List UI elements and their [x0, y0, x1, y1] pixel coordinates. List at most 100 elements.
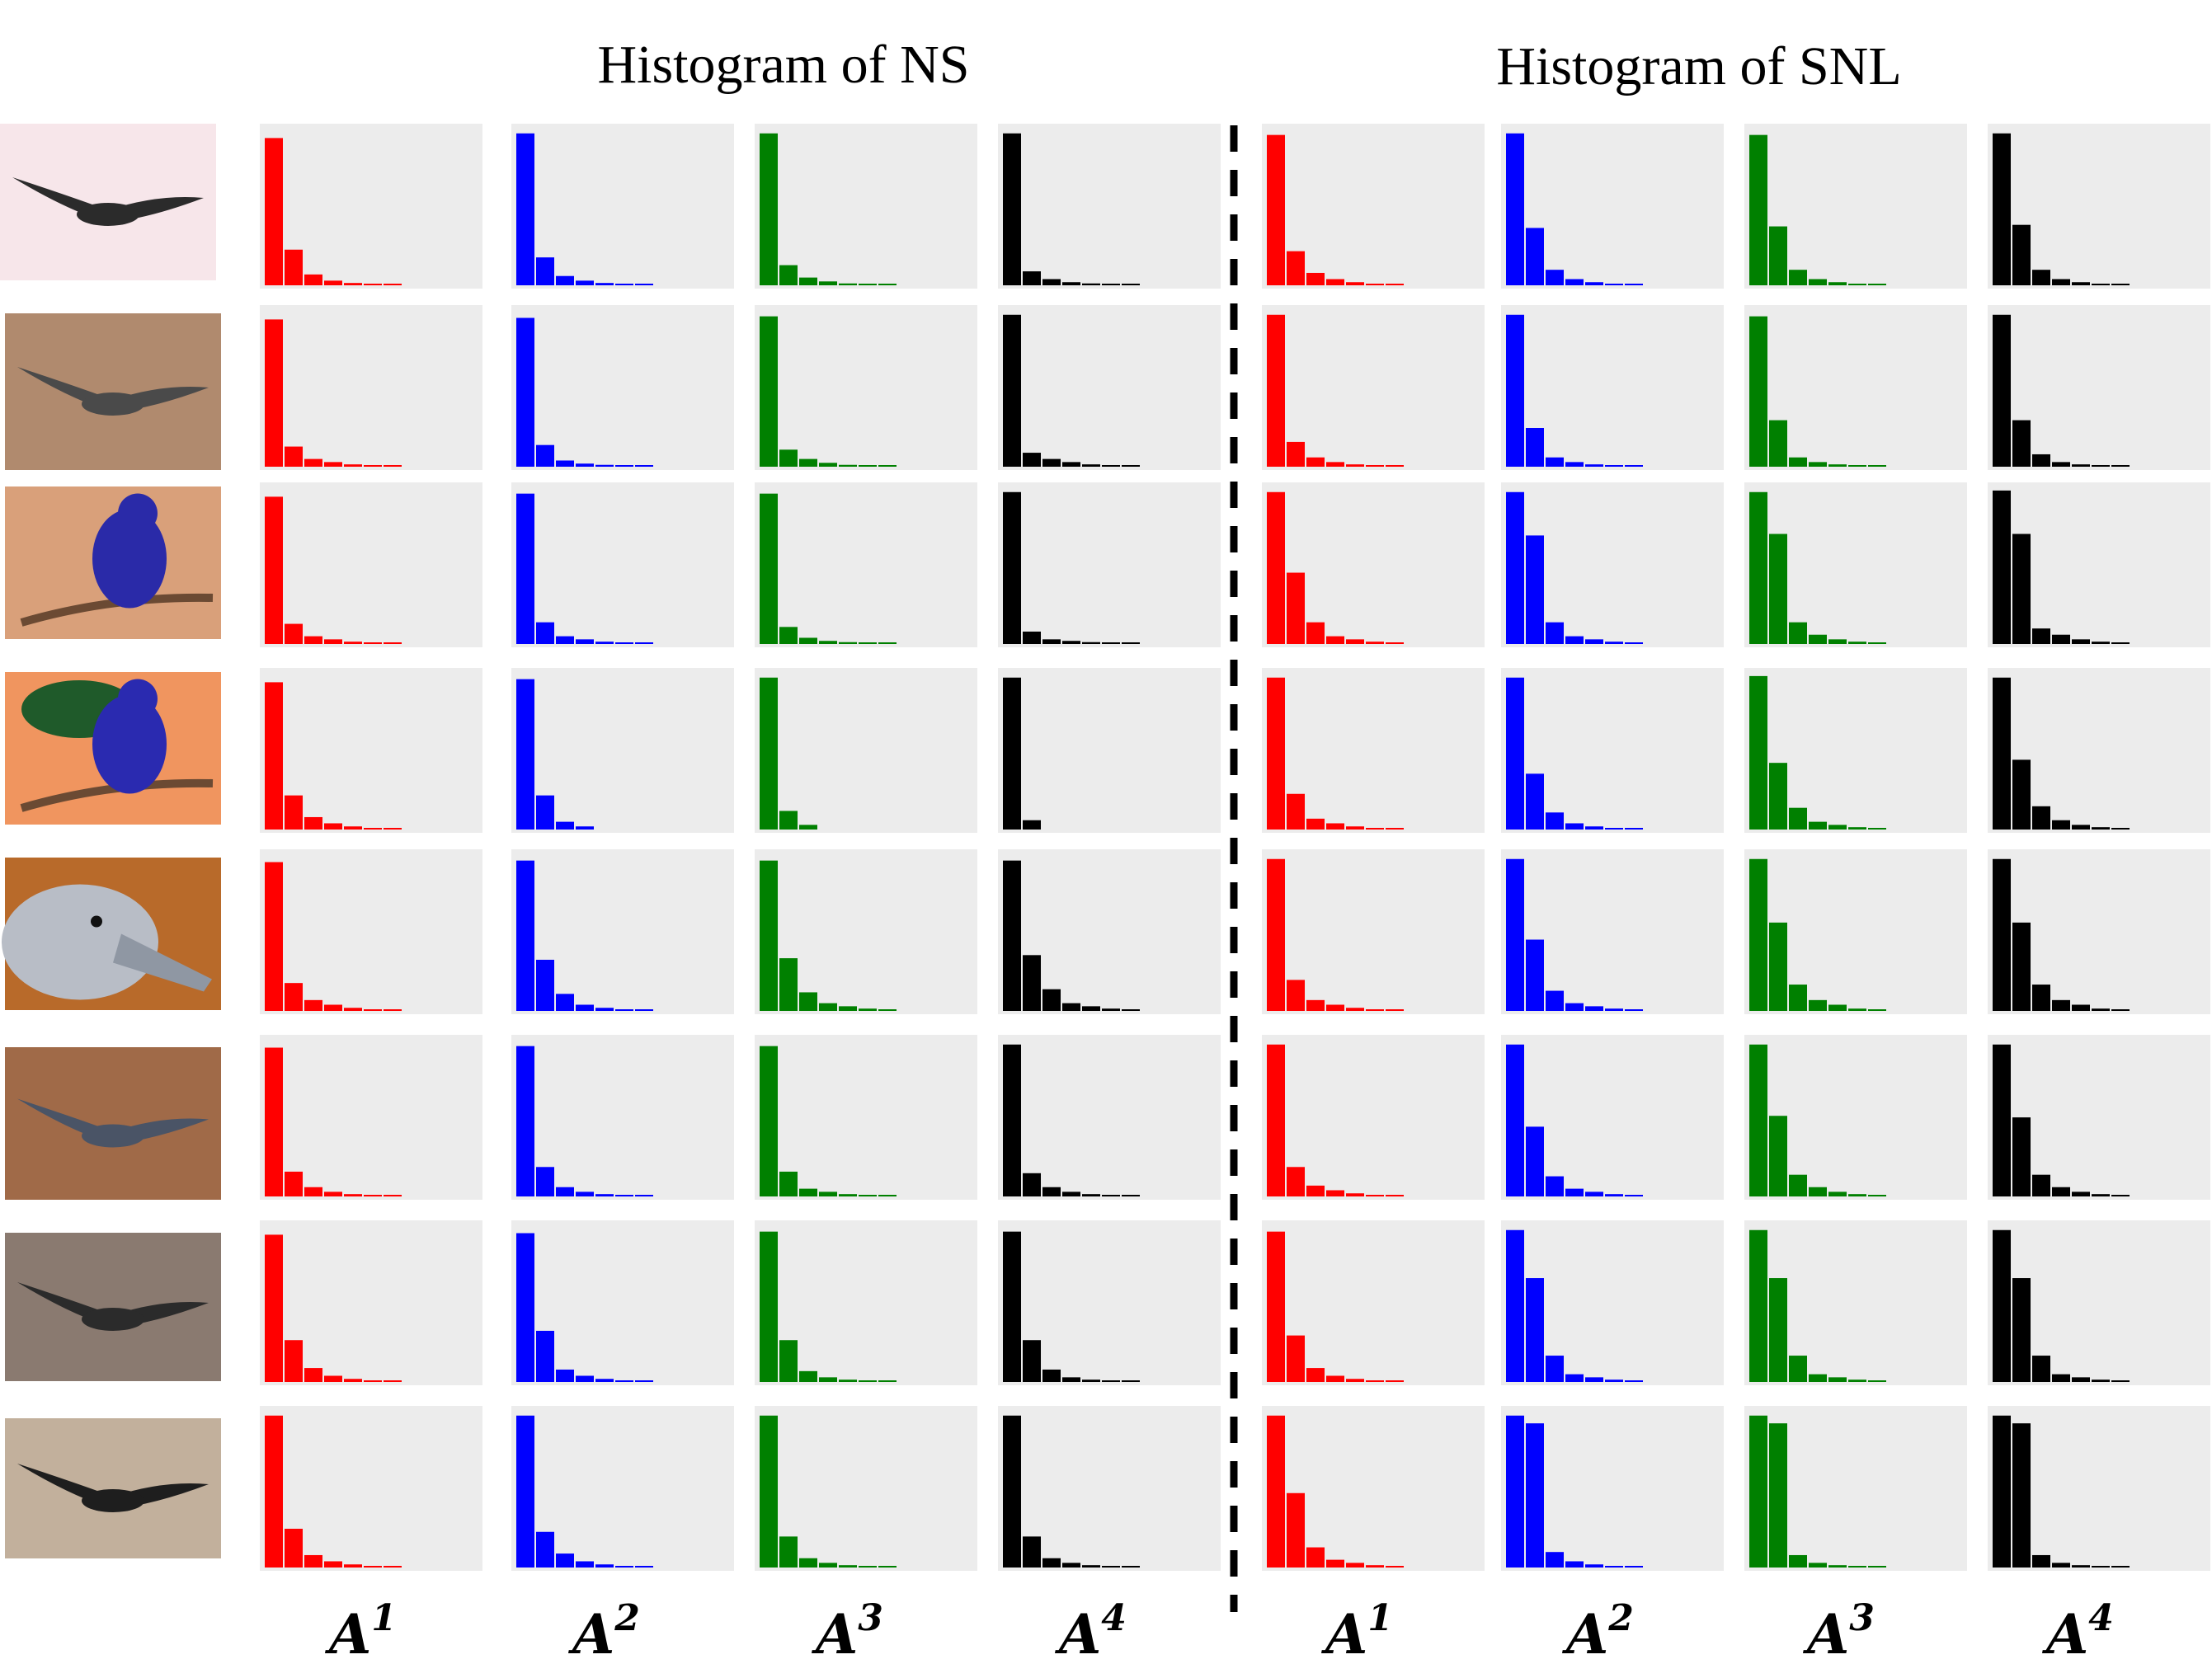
- histogram-bar: [779, 958, 798, 1011]
- histogram-bar: [2012, 533, 2031, 644]
- bird-beak-shape: [113, 933, 212, 992]
- histogram-bar: [576, 1561, 594, 1568]
- histogram-bar: [859, 465, 877, 467]
- bird-flying-dark-icon: [0, 124, 216, 280]
- histogram-bar: [1585, 639, 1603, 644]
- histogram-bar: [516, 133, 534, 285]
- histogram-bar: [1287, 441, 1305, 467]
- histogram-bar: [1267, 858, 1285, 1011]
- histogram-panel-ns-row7-a2: [511, 1220, 734, 1385]
- histogram-bar: [1306, 457, 1325, 467]
- histogram-bar: [304, 636, 322, 644]
- histogram-bar: [1993, 858, 2011, 1011]
- histogram-bar: [615, 1009, 633, 1011]
- histogram-bar: [1789, 1554, 1807, 1568]
- histogram-bar: [1506, 1229, 1524, 1382]
- histogram-panel-ns-row5-a1: [260, 849, 482, 1014]
- histogram-bar: [1003, 133, 1021, 285]
- histogram-bar: [516, 679, 534, 830]
- histogram-bar: [1326, 1559, 1344, 1568]
- histogram-panel-snl-row2-a1: [1262, 305, 1485, 470]
- histogram-bar: [799, 825, 817, 830]
- histogram-bar: [1546, 457, 1564, 467]
- histogram-panel-ns-row4-a1: [260, 668, 482, 833]
- histogram-bar: [516, 1415, 534, 1568]
- histogram-bar: [635, 1566, 653, 1568]
- histogram-bar: [1625, 828, 1643, 830]
- histogram-bar: [1386, 1380, 1404, 1382]
- panel-background: [260, 482, 482, 647]
- histogram-bar: [304, 274, 322, 285]
- histogram-bar: [2052, 999, 2070, 1011]
- histogram-bar: [779, 627, 798, 644]
- histogram-bar: [1386, 1195, 1404, 1196]
- histogram-panel-ns-row3-a4: [998, 482, 1221, 647]
- histogram-bar: [1003, 1415, 1021, 1568]
- histogram-panel-snl-row1-a3: [1744, 124, 1967, 289]
- histogram-bar: [1565, 279, 1584, 285]
- histogram-bar: [635, 1009, 653, 1011]
- histogram-bar: [819, 1192, 837, 1196]
- histogram-bar: [1526, 535, 1544, 644]
- histogram-bar: [1769, 922, 1787, 1011]
- histogram-panel-ns-row3-a2: [511, 482, 734, 647]
- histogram-bar: [1809, 279, 1827, 285]
- histogram-bar: [1526, 1423, 1544, 1568]
- histogram-bar: [1003, 1044, 1021, 1196]
- histogram-panel-snl-row4-a4: [1988, 668, 2210, 833]
- histogram-bar: [364, 828, 382, 830]
- histogram-bar: [1306, 272, 1325, 285]
- histogram-bar: [1526, 1126, 1544, 1196]
- histogram-bar: [344, 1194, 362, 1196]
- histogram-bar: [1625, 642, 1643, 644]
- histogram-bar: [1565, 823, 1584, 830]
- histogram-bar: [2092, 1380, 2110, 1382]
- histogram-bar: [878, 284, 897, 285]
- histogram-bar: [1062, 641, 1080, 644]
- column-label-superscript: 1: [1367, 1597, 1393, 1639]
- histogram-bar: [384, 1195, 402, 1196]
- bird-head-shape: [118, 493, 158, 533]
- panel-background: [998, 305, 1221, 470]
- bird-body-shape: [77, 203, 139, 226]
- column-label-a1: A1: [1320, 1597, 1393, 1666]
- histogram-bar: [1585, 1006, 1603, 1011]
- histogram-bar: [2092, 827, 2110, 830]
- bird-silhouette-shape: [17, 1282, 209, 1328]
- histogram-bar: [595, 1008, 614, 1011]
- histogram-bar: [1769, 1278, 1787, 1382]
- histogram-bar: [595, 464, 614, 467]
- histogram-bar: [1102, 284, 1120, 285]
- histogram-bar: [1306, 818, 1325, 830]
- panel-background: [755, 668, 977, 833]
- histogram-bar: [1366, 642, 1384, 644]
- histogram-bar: [344, 1379, 362, 1382]
- histogram-bar: [1848, 465, 1866, 467]
- histogram-bar: [1326, 823, 1344, 830]
- histogram-bar: [799, 1370, 817, 1382]
- histogram-panel-ns-row8-a3: [755, 1406, 977, 1571]
- histogram-bar: [1868, 465, 1886, 467]
- shearwater-flying-icon: [5, 1047, 221, 1200]
- histogram-bar: [2092, 465, 2110, 467]
- histogram-bar: [839, 1194, 857, 1196]
- histogram-panel-ns-row1-a2: [511, 124, 734, 289]
- histogram-panel-ns-row2-a3: [755, 305, 977, 470]
- histogram-bar: [760, 1231, 778, 1382]
- histogram-bar: [1868, 1380, 1886, 1382]
- histogram-bar: [1526, 428, 1544, 467]
- histogram-bar: [344, 642, 362, 644]
- histogram-bar: [1102, 642, 1120, 644]
- histogram-bar: [859, 1008, 877, 1011]
- histogram-bar: [576, 463, 594, 467]
- histogram-bar: [1062, 462, 1080, 467]
- histogram-bar: [1993, 677, 2011, 830]
- histogram-bar: [1287, 793, 1305, 830]
- histogram-bar: [1287, 251, 1305, 285]
- histogram-bar: [819, 1003, 837, 1011]
- histogram-bar: [779, 449, 798, 467]
- bird-body-shape: [92, 509, 167, 609]
- histogram-bar: [344, 1564, 362, 1568]
- histogram-bar: [1346, 464, 1364, 467]
- thumbnail-column: [0, 124, 221, 1558]
